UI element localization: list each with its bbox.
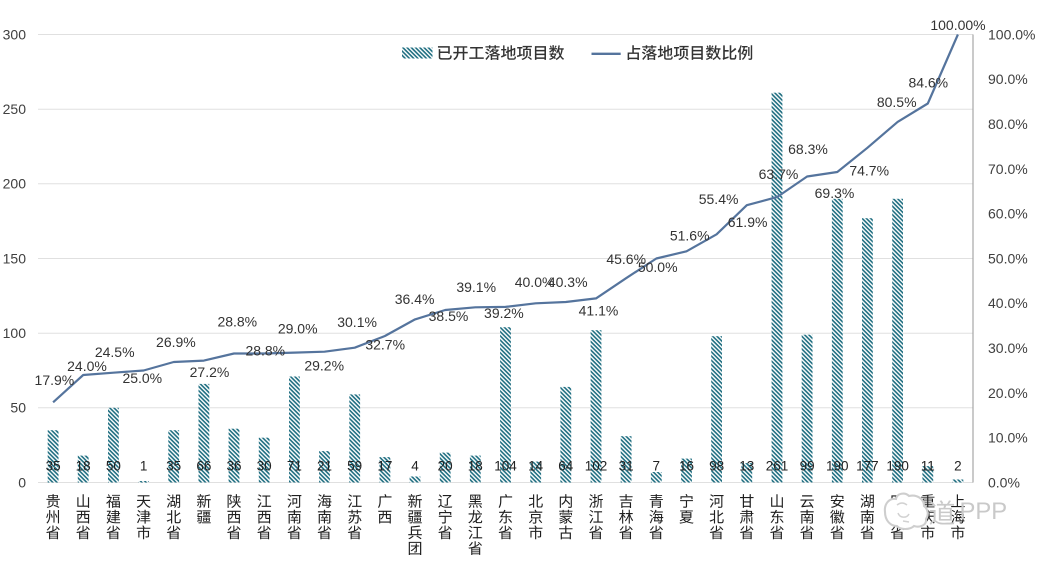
svg-text:71: 71 [287,459,302,474]
svg-text:24.5%: 24.5% [95,344,135,360]
svg-text:0.0%: 0.0% [988,474,1020,490]
svg-text:38.5%: 38.5% [429,308,469,324]
svg-text:63.7%: 63.7% [759,166,799,182]
svg-text:69.3%: 69.3% [815,185,855,201]
svg-text:200: 200 [3,176,27,192]
svg-text:100: 100 [3,325,27,341]
svg-text:100.0%: 100.0% [988,26,1035,42]
svg-text:30.1%: 30.1% [337,314,377,330]
svg-text:25.0%: 25.0% [122,370,162,386]
svg-text:31: 31 [619,459,634,474]
svg-text:104: 104 [494,459,517,474]
svg-text:84.6%: 84.6% [908,74,948,90]
svg-text:18: 18 [468,459,483,474]
svg-text:50: 50 [10,400,26,416]
svg-text:1: 1 [140,459,148,474]
svg-text:102: 102 [585,459,608,474]
svg-text:40.0%: 40.0% [515,274,555,290]
svg-text:177: 177 [856,459,879,474]
svg-text:80.0%: 80.0% [988,116,1028,132]
svg-text:16: 16 [679,459,694,474]
svg-text:29.0%: 29.0% [278,321,318,337]
svg-text:17.9%: 17.9% [35,372,75,388]
svg-text:39.1%: 39.1% [456,279,496,295]
svg-text:26.9%: 26.9% [156,334,196,350]
svg-text:20: 20 [438,459,453,474]
svg-text:30: 30 [257,459,272,474]
svg-text:61.9%: 61.9% [728,214,768,230]
svg-text:28.8%: 28.8% [217,314,257,330]
svg-text:28.8%: 28.8% [245,343,285,359]
svg-text:250: 250 [3,101,27,117]
svg-text:4: 4 [411,459,419,474]
svg-text:13: 13 [739,459,754,474]
svg-text:14: 14 [528,459,544,474]
svg-text:100.00%: 100.00% [930,17,985,33]
svg-text:55.4%: 55.4% [699,191,739,207]
svg-text:36.4%: 36.4% [395,291,435,307]
svg-text:50: 50 [106,459,121,474]
svg-text:74.7%: 74.7% [849,162,889,178]
svg-text:24.0%: 24.0% [67,358,107,374]
svg-text:98: 98 [709,459,724,474]
svg-text:190: 190 [826,459,849,474]
svg-text:11: 11 [921,459,935,474]
svg-text:39.2%: 39.2% [484,305,524,321]
svg-text:51.6%: 51.6% [670,228,710,244]
svg-text:36: 36 [226,459,241,474]
svg-text:29.2%: 29.2% [304,357,344,373]
svg-text:2: 2 [954,459,962,474]
svg-text:20.0%: 20.0% [988,385,1028,401]
svg-text:21: 21 [317,459,332,474]
svg-text:80.5%: 80.5% [877,94,917,110]
svg-text:60.0%: 60.0% [988,206,1028,222]
svg-text:70.0%: 70.0% [988,161,1028,177]
svg-text:27.2%: 27.2% [190,364,230,380]
svg-text:PPP: PPP [960,498,1008,525]
svg-text:99: 99 [800,459,815,474]
svg-text:35: 35 [166,459,181,474]
svg-text:45.6%: 45.6% [606,251,646,267]
svg-text:50.0%: 50.0% [988,250,1028,266]
svg-text:59: 59 [347,459,362,474]
svg-text:10.0%: 10.0% [988,430,1028,446]
svg-text:64: 64 [558,459,574,474]
svg-text:300: 300 [3,26,27,42]
svg-text:90.0%: 90.0% [988,71,1028,87]
svg-text:68.3%: 68.3% [788,141,828,157]
svg-text:50.0%: 50.0% [638,259,678,275]
svg-text:7: 7 [653,459,661,474]
svg-text:261: 261 [766,459,789,474]
svg-text:32.7%: 32.7% [365,337,405,353]
svg-text:40.0%: 40.0% [988,295,1028,311]
svg-text:40.3%: 40.3% [548,274,588,290]
svg-text:30.0%: 30.0% [988,340,1028,356]
svg-text:17: 17 [377,459,392,474]
svg-text:41.1%: 41.1% [579,303,619,319]
svg-text:18: 18 [76,459,91,474]
svg-text:66: 66 [196,459,211,474]
svg-text:0: 0 [18,474,26,490]
svg-text:190: 190 [886,459,909,474]
svg-text:35: 35 [46,459,61,474]
svg-text:150: 150 [3,250,27,266]
